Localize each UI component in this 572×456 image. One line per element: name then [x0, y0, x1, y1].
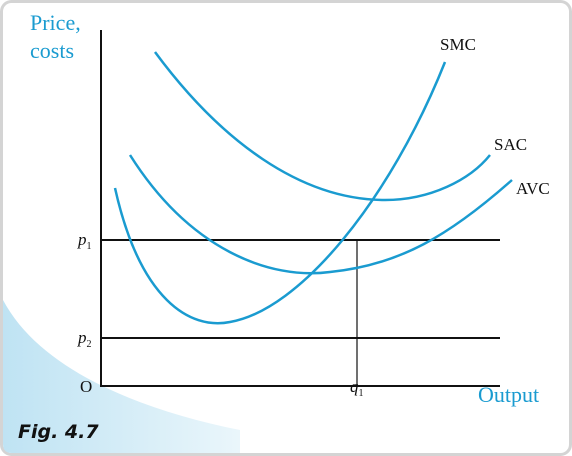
level-label: p1	[77, 230, 92, 252]
curve-label: SAC	[494, 135, 527, 154]
level-label: p2	[77, 328, 92, 350]
smc-curve	[113, 61, 447, 325]
curve-label: SMC	[440, 35, 476, 54]
avc-curve	[128, 154, 513, 275]
y-label: costs	[30, 38, 74, 63]
x-label: Output	[478, 382, 539, 407]
sac-curve	[153, 51, 491, 202]
curve-label: AVC	[516, 179, 550, 198]
caption: Fig. 4.7	[18, 421, 99, 443]
origin-label: O	[80, 377, 92, 396]
y-label: Price,	[30, 10, 81, 35]
swoosh	[3, 300, 240, 453]
quantity-label: q1	[350, 377, 364, 399]
